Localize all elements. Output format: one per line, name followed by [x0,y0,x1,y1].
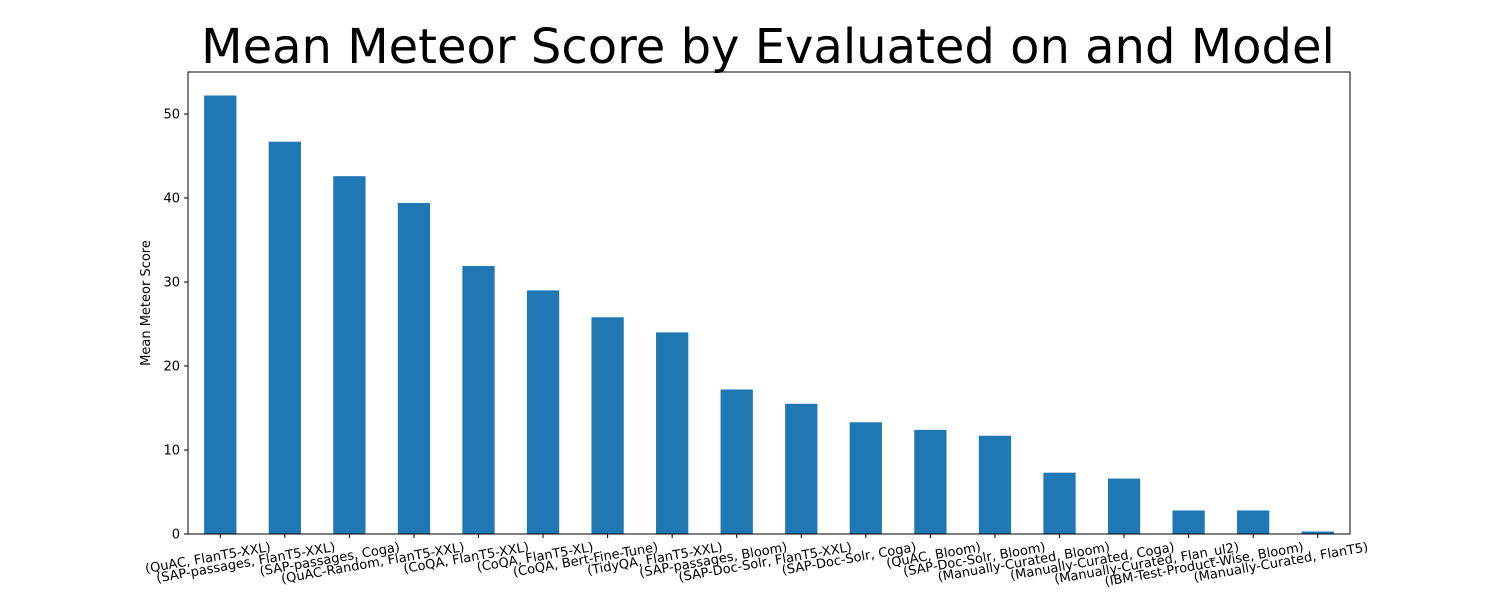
bar [397,203,431,535]
bar [1172,510,1205,534]
chart-title: Mean Meteor Score by Evaluated on and Mo… [201,19,1335,75]
y-tick-label: 40 [163,192,180,207]
bar [462,266,495,534]
bar [526,290,560,534]
y-tick-label: 30 [163,276,180,291]
bar [720,389,753,534]
bar [333,176,366,534]
y-tick-label: 0 [172,528,180,543]
bar [204,95,237,535]
x-axis-ticks: (QuAC, FlanT5-XXL)(SAP-passages, FlanT5-… [144,534,1369,590]
bar [1237,510,1270,534]
bar [268,141,301,534]
bar [849,422,882,534]
bar [978,435,1012,534]
bar [591,317,624,534]
plot-area-frame [187,71,1351,535]
y-axis-ticks: 0 10 20 30 40 50 [163,108,188,543]
bar [914,429,947,534]
bar [1301,531,1334,534]
y-tick-label: 20 [163,360,180,375]
bar [656,332,689,534]
y-tick-label: 10 [163,444,180,459]
y-axis-label: Mean Meteor Score [139,240,154,366]
bar [1043,472,1076,534]
y-tick-label: 50 [163,108,180,123]
bar [1107,478,1141,534]
bar [785,403,818,534]
bars-group [204,95,1334,535]
